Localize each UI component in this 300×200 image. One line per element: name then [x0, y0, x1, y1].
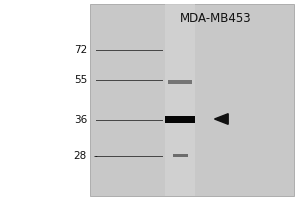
Bar	[172, 154, 188, 156]
Bar	[165, 116, 195, 122]
Text: 28: 28	[74, 151, 87, 161]
Text: 55: 55	[74, 75, 87, 85]
Text: MDA-MB453: MDA-MB453	[180, 12, 252, 25]
Bar	[168, 80, 192, 84]
Text: 72: 72	[74, 45, 87, 55]
Text: -: -	[93, 151, 97, 161]
Text: 36: 36	[74, 115, 87, 125]
Polygon shape	[214, 114, 228, 124]
Bar	[90, 4, 294, 196]
Bar	[165, 4, 195, 196]
